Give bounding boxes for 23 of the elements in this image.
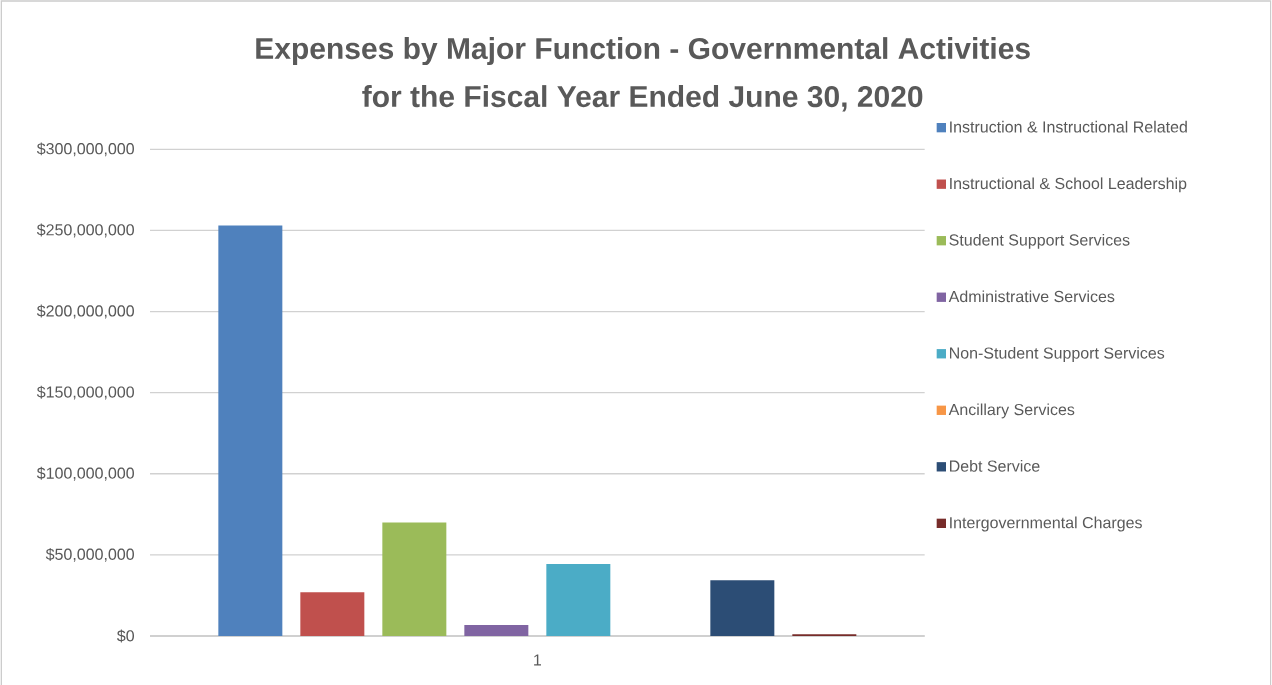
y-tick-label: $0 — [117, 629, 135, 643]
legend-label: Ancillary Services — [948, 403, 1075, 419]
chart-title: Expenses by Major Function - Governmental Activities for the Fiscal Year Ended June 30, 2020 — [256, 37, 1030, 112]
bar — [710, 580, 775, 636]
bar — [218, 225, 283, 636]
y-tick-label: $150,000,000 — [36, 385, 134, 400]
legend-label: Debt Service — [949, 460, 1040, 472]
y-tick-label: $250,000,000 — [36, 223, 134, 238]
bar — [464, 625, 529, 636]
y-tick-label: $200,000,000 — [36, 304, 134, 319]
bar — [546, 563, 611, 636]
y-tick-label: $50,000,000 — [45, 547, 134, 562]
bar — [382, 522, 447, 636]
legend-label: Student Support Services — [949, 233, 1130, 249]
legend-label: Administrative Services — [948, 290, 1115, 303]
y-tick-label: $300,000,000 — [36, 142, 134, 157]
y-tick-label: $100,000,000 — [36, 466, 134, 481]
legend-label: Non-Student Support Services — [949, 346, 1165, 362]
legend-label: Instructional & School Leadership — [950, 177, 1187, 193]
legend-label: Instruction & Instructional Related — [950, 120, 1187, 133]
legend-label: Intergovernmental Charges — [950, 516, 1142, 532]
bar — [300, 592, 365, 636]
x-tick-label: 1 — [534, 654, 541, 666]
